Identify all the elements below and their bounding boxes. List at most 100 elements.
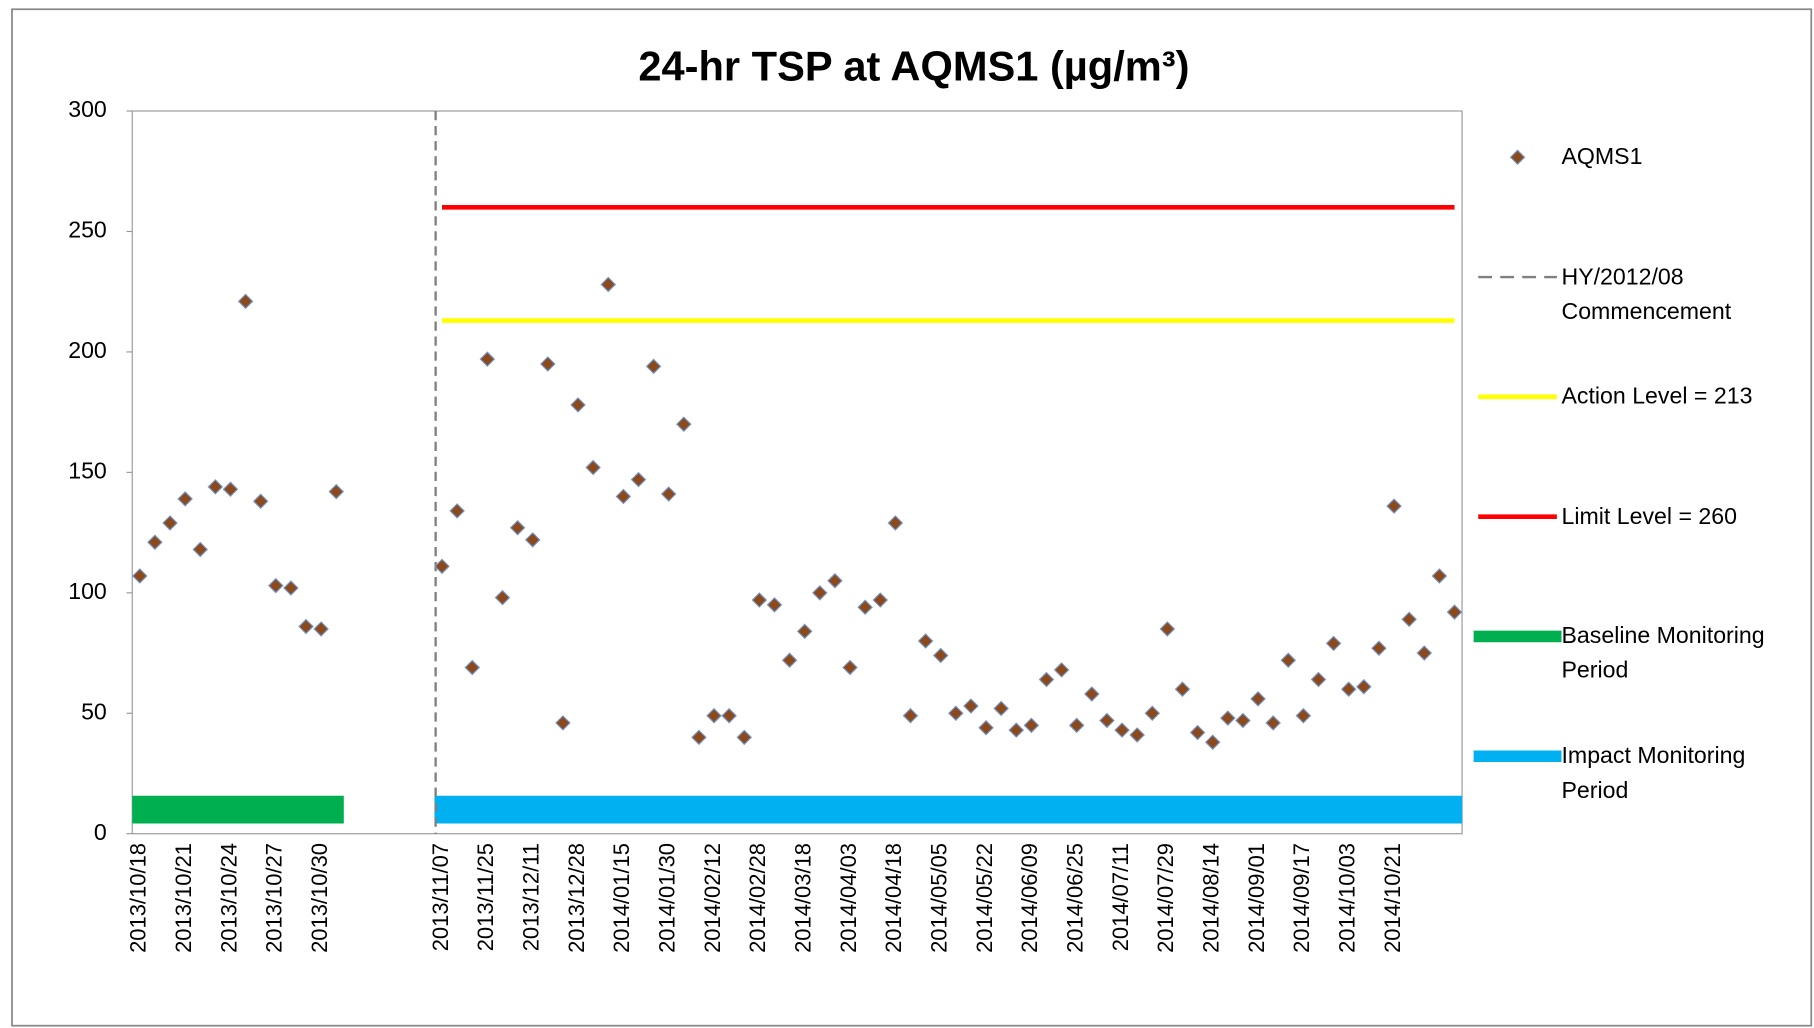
data-point	[978, 719, 994, 736]
data-point	[796, 623, 813, 640]
x-tick-label: 2013/10/21	[171, 843, 196, 953]
x-tick-label: 2013/12/28	[564, 843, 589, 953]
legend-item: Impact Monitoring Period	[1561, 743, 1746, 804]
data-point	[948, 705, 964, 722]
data-point	[298, 618, 314, 635]
data-point	[1084, 686, 1100, 702]
x-tick-label: 2014/02/12	[700, 843, 725, 953]
data-point	[1325, 635, 1342, 652]
x-tick-label: 2014/01/30	[654, 843, 679, 953]
x-tick-label: 2013/10/24	[216, 843, 241, 953]
y-tick-label: 50	[81, 698, 107, 724]
data-point	[1235, 712, 1251, 729]
data-point	[1250, 691, 1266, 707]
x-tick-label: 2013/10/18	[126, 843, 151, 953]
data-point	[600, 276, 617, 293]
data-point	[434, 558, 450, 575]
legend-label: AQMS1	[1561, 144, 1643, 170]
data-point	[252, 493, 269, 510]
legend-label: Limit Level = 260	[1561, 503, 1737, 530]
data-point	[494, 589, 511, 606]
data-point	[585, 459, 601, 476]
data-point	[540, 356, 556, 372]
data-point	[917, 633, 934, 649]
x-tick-label: 2014/03/18	[790, 843, 815, 953]
data-point	[222, 481, 239, 497]
legend-label: Impact Monitoring Period	[1561, 743, 1746, 804]
x-tick-label: 2014/01/15	[609, 843, 634, 953]
data-point	[932, 647, 949, 664]
data-point	[676, 416, 692, 432]
legend-item: Action Level = 213	[1561, 384, 1753, 410]
legend-item: Baseline Monitoring Period	[1561, 624, 1764, 684]
data-point	[1265, 715, 1281, 731]
data-point	[630, 471, 647, 488]
x-tick-label: 2014/07/29	[1153, 843, 1178, 953]
data-point	[1189, 724, 1206, 741]
x-tick-label: 2014/09/17	[1289, 843, 1314, 953]
x-tick-label: 2013/11/07	[428, 843, 453, 951]
data-point	[283, 580, 299, 596]
x-tick-label: 2014/05/05	[927, 843, 952, 953]
y-tick-label: 300	[68, 96, 107, 122]
data-point	[1416, 645, 1433, 661]
data-point	[207, 479, 224, 495]
legend-item: Limit Level = 260	[1561, 503, 1737, 530]
data-point	[268, 577, 284, 594]
data-point	[570, 397, 586, 413]
x-tick-label: 2014/06/25	[1063, 843, 1088, 953]
y-tick-label: 150	[68, 457, 107, 483]
data-point	[781, 652, 798, 669]
data-point	[721, 707, 737, 724]
legend-label: Action Level = 213	[1561, 384, 1753, 410]
data-point	[993, 700, 1009, 717]
data-point	[328, 483, 345, 500]
data-point	[479, 351, 496, 367]
data-point	[887, 515, 904, 531]
data-point	[1144, 705, 1161, 722]
data-point	[1340, 681, 1357, 697]
data-point	[872, 592, 889, 608]
x-tick-label: 2014/02/28	[745, 843, 770, 953]
x-tick-label: 2014/10/03	[1335, 843, 1360, 953]
data-point	[313, 621, 329, 637]
data-point	[555, 715, 571, 731]
data-point	[1008, 722, 1025, 738]
x-tick-label: 2013/12/11	[518, 843, 543, 951]
data-point	[1129, 727, 1145, 743]
data-point	[1446, 604, 1463, 620]
data-point	[902, 707, 919, 724]
data-point	[736, 729, 753, 746]
data-point	[827, 573, 843, 589]
data-point	[1068, 717, 1085, 734]
data-point	[1174, 681, 1191, 697]
data-point	[1099, 712, 1115, 729]
x-tick-label: 2014/04/18	[881, 843, 906, 953]
y-tick-label: 250	[68, 217, 107, 243]
data-point	[177, 491, 193, 507]
data-point	[1038, 671, 1055, 688]
data-point	[1401, 611, 1417, 628]
data-point	[1310, 671, 1327, 688]
x-tick-label: 2013/10/27	[262, 843, 287, 953]
x-tick-label: 2014/04/03	[836, 843, 861, 953]
data-point	[524, 532, 541, 548]
y-tick-label: 100	[68, 578, 107, 604]
data-point	[237, 293, 254, 310]
x-tick-label: 2014/07/11	[1108, 843, 1133, 951]
data-point	[162, 515, 178, 531]
y-tick-label: 200	[68, 337, 107, 363]
x-tick-label: 2014/10/21	[1380, 843, 1405, 953]
x-tick-label: 2014/06/09	[1017, 843, 1042, 953]
data-point	[645, 358, 662, 375]
x-tick-label: 2014/08/14	[1199, 843, 1224, 953]
x-tick-label: 2013/10/30	[307, 843, 332, 953]
y-tick-label: 0	[94, 819, 107, 845]
data-point	[1023, 717, 1040, 734]
data-point	[1386, 498, 1402, 514]
data-point	[766, 597, 783, 613]
data-point	[1280, 652, 1297, 669]
data-point	[147, 534, 163, 550]
data-point	[660, 486, 677, 502]
